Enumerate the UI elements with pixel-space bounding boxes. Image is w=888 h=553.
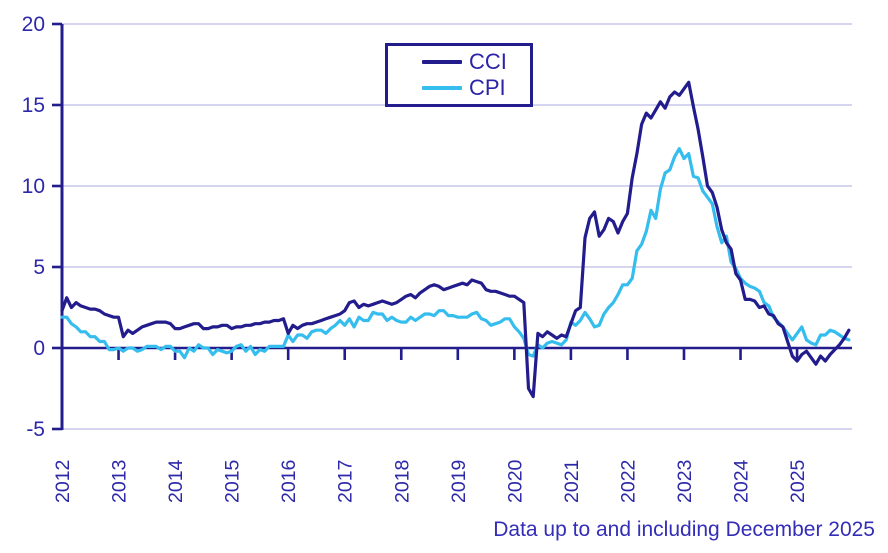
x-tick-label-2016: 2016: [278, 460, 300, 503]
y-tick-label-0: 0: [33, 337, 45, 360]
x-tick-label-2013: 2013: [109, 460, 131, 503]
x-tick-label-2015: 2015: [222, 459, 244, 503]
x-tick-label-2012: 2012: [52, 460, 74, 503]
legend-item-cpi: CPI: [422, 74, 530, 100]
y-tick-label-20: 20: [22, 13, 45, 36]
cpi-legend-label: CPI: [469, 74, 506, 100]
cci-legend-label: CCI: [469, 49, 507, 75]
cpi-line: [60, 147, 851, 360]
x-tick-label-2021: 2021: [561, 460, 583, 503]
x-tick-label-2018: 2018: [391, 460, 413, 503]
legend: CCI CPI: [385, 43, 533, 107]
x-tick-label-2020: 2020: [504, 459, 526, 503]
y-tick-label-5: 5: [33, 256, 45, 279]
cci-line: [60, 80, 851, 399]
legend-item-cci: CCI: [422, 51, 530, 73]
y-tick-label-10: 10: [22, 175, 45, 198]
data-coverage-note: Data up to and including December 2025: [493, 518, 875, 541]
x-tick-label-2014: 2014: [165, 459, 187, 503]
x-tick-label-2025: 2025: [787, 459, 809, 503]
x-tick-label-2023: 2023: [674, 460, 696, 503]
x-tick-label-2019: 2019: [448, 460, 470, 503]
y-tick-label--5: -5: [26, 418, 45, 441]
x-tick-label-2024: 2024: [731, 459, 753, 503]
y-tick-label-15: 15: [22, 94, 45, 117]
cpi-line-swatch: [422, 85, 462, 90]
cci-line-swatch: [422, 60, 462, 65]
x-tick-label-2017: 2017: [335, 460, 357, 503]
x-tick-label-2022: 2022: [617, 460, 639, 503]
